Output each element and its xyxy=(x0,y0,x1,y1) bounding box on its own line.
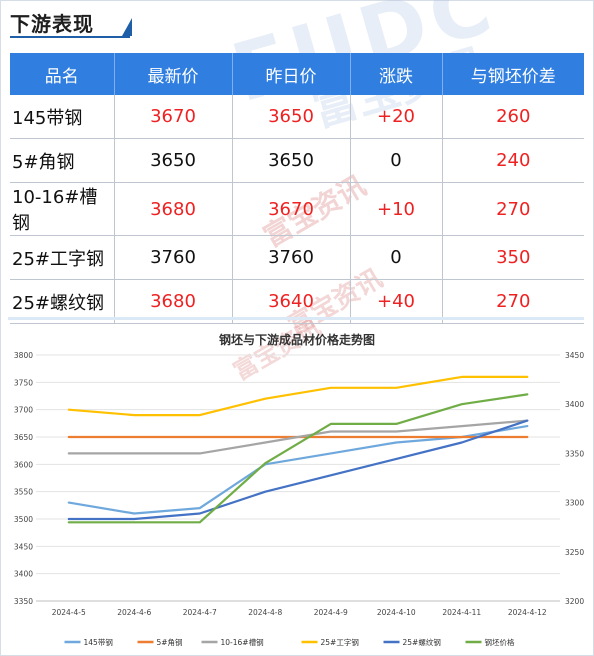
series-line xyxy=(67,393,529,524)
legend-label: 5#角钢 xyxy=(157,637,183,647)
cell-previous-price: 3670 xyxy=(232,182,351,236)
cell-latest-price: 3670 xyxy=(114,95,233,139)
cell-spread: 260 xyxy=(442,95,584,139)
chart-grid xyxy=(36,354,560,602)
y-left-tick-label: 3450 xyxy=(14,542,33,551)
price-table: 品名 最新价 昨日价 涨跌 与钢坯价差 145带钢 3670 3650 +20 … xyxy=(10,53,584,324)
y-right-tick-label: 3400 xyxy=(565,400,584,409)
table-header-row: 品名 最新价 昨日价 涨跌 与钢坯价差 xyxy=(10,53,584,95)
header-change: 涨跌 xyxy=(350,53,443,95)
y-left-tick-label: 3650 xyxy=(14,433,33,442)
cell-change: +10 xyxy=(350,182,443,236)
y-right-tick-label: 3450 xyxy=(565,351,584,360)
series-line xyxy=(67,419,529,455)
cell-latest-price: 3760 xyxy=(114,235,233,280)
table-row: 25#螺纹钢 3680 3640 +40 270 xyxy=(10,279,584,324)
chart-axes: 3350 3400 3450 3500 3550 3600 3650 3700 3750 3800… xyxy=(14,351,584,617)
y-right-tick-label: 3350 xyxy=(565,449,584,458)
series-line xyxy=(67,375,529,417)
cell-change: 0 xyxy=(350,235,443,280)
y-left-tick-label: 3600 xyxy=(14,460,33,469)
cell-latest-price: 3680 xyxy=(114,279,233,324)
legend-label: 25#螺纹钢 xyxy=(403,637,441,647)
section-title-marker xyxy=(122,18,132,36)
table-row: 145带钢 3670 3650 +20 260 xyxy=(10,95,584,139)
table-row: 25#工字钢 3760 3760 0 350 xyxy=(10,235,584,280)
y-left-tick-label: 3750 xyxy=(14,378,33,387)
cell-previous-price: 3640 xyxy=(232,279,351,324)
cell-spread: 270 xyxy=(442,279,584,324)
y-left-tick-label: 3400 xyxy=(14,570,33,579)
x-tick-label: 2024-4-6 xyxy=(117,608,151,617)
series-line xyxy=(67,424,529,515)
y-right-tick-label: 3250 xyxy=(565,548,584,557)
table-row: 10-16#槽钢 3680 3670 +10 270 xyxy=(10,182,584,236)
x-tick-label: 2024-4-7 xyxy=(183,608,217,617)
price-trend-chart: 钢坯与下游成品材价格走势图 3350 3400 3450 3500 3550 3600 36… xyxy=(14,332,584,647)
cell-latest-price: 3650 xyxy=(114,138,233,183)
section-title: 下游表现 xyxy=(10,12,94,36)
header-previous-price: 昨日价 xyxy=(232,53,351,95)
x-tick-label: 2024-4-8 xyxy=(248,608,282,617)
cell-spread: 240 xyxy=(442,138,584,183)
cell-previous-price: 3760 xyxy=(232,235,351,280)
chart-legend: 145带钢 5#角钢 10-16#槽钢 25#工字钢 25#螺纹钢 钢坯价格 xyxy=(64,637,515,647)
cell-spread: 270 xyxy=(442,182,584,236)
legend-label: 145带钢 xyxy=(84,637,113,647)
x-tick-label: 2024-4-12 xyxy=(508,608,547,617)
legend-label: 25#工字钢 xyxy=(321,637,359,647)
x-tick-label: 2024-4-5 xyxy=(52,608,86,617)
cell-product: 5#角钢 xyxy=(10,138,115,183)
chart-title: 钢坯与下游成品材价格走势图 xyxy=(219,332,375,347)
cell-product: 10-16#槽钢 xyxy=(10,182,115,236)
cell-change: 0 xyxy=(350,138,443,183)
y-left-tick-label: 3700 xyxy=(14,406,33,415)
x-tick-label: 2024-4-11 xyxy=(442,608,481,617)
cell-latest-price: 3680 xyxy=(114,182,233,236)
cell-previous-price: 3650 xyxy=(232,138,351,183)
cell-change: +40 xyxy=(350,279,443,324)
cell-product: 25#螺纹钢 xyxy=(10,279,115,324)
header-product: 品名 xyxy=(10,53,115,95)
header-spread: 与钢坯价差 xyxy=(442,53,584,95)
series-line xyxy=(67,419,529,521)
y-left-tick-label: 3350 xyxy=(14,597,33,606)
chart-top-border xyxy=(8,317,584,320)
section-title-underline xyxy=(10,36,130,38)
x-tick-label: 2024-4-9 xyxy=(314,608,348,617)
chart-series xyxy=(67,375,529,524)
y-right-tick-label: 3200 xyxy=(565,597,584,606)
y-left-tick-label: 3550 xyxy=(14,488,33,497)
cell-spread: 350 xyxy=(442,235,584,280)
legend-label: 钢坯价格 xyxy=(485,637,515,647)
x-tick-label: 2024-4-10 xyxy=(377,608,416,617)
y-left-tick-label: 3500 xyxy=(14,515,33,524)
header-latest-price: 最新价 xyxy=(114,53,233,95)
cell-product: 25#工字钢 xyxy=(10,235,115,280)
cell-change: +20 xyxy=(350,95,443,139)
y-left-tick-label: 3800 xyxy=(14,351,33,360)
legend-label: 10-16#槽钢 xyxy=(221,637,264,647)
table-row: 5#角钢 3650 3650 0 240 xyxy=(10,138,584,183)
cell-product: 145带钢 xyxy=(10,95,115,139)
y-right-tick-label: 3300 xyxy=(565,499,584,508)
cell-previous-price: 3650 xyxy=(232,95,351,139)
